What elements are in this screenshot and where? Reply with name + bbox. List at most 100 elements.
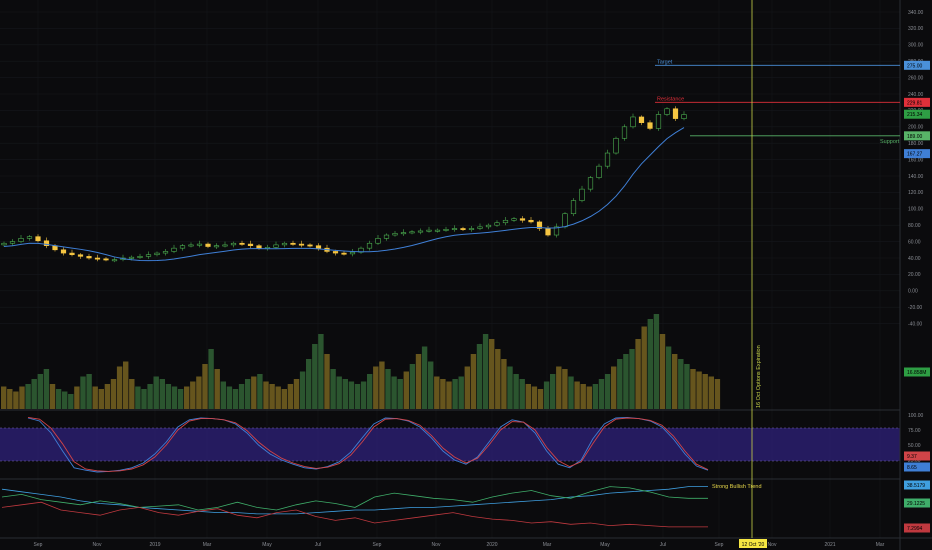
volume-bar [684, 364, 690, 409]
candle-body [494, 222, 500, 226]
level-target-badge-label: 275.00 [907, 63, 923, 69]
volume-bar [635, 339, 641, 409]
volume-bar [367, 374, 373, 409]
stochastic-lines [27, 416, 709, 473]
volume-bar [19, 386, 25, 409]
volume-bar [659, 334, 666, 409]
volume-bar [714, 379, 721, 409]
candle-body [128, 256, 135, 259]
candle-body [392, 233, 398, 236]
price-tick-label: 40.00 [908, 256, 921, 262]
candle-body [638, 116, 645, 123]
volume-bar [464, 366, 470, 409]
volume-bar [208, 349, 214, 409]
candle-body [468, 228, 475, 230]
candle-body [460, 228, 466, 230]
time-tick-label: Nov [93, 542, 102, 548]
volume-bar [342, 379, 348, 409]
candle-body [366, 242, 373, 249]
volume-bar [190, 381, 196, 409]
volume-bar [257, 374, 263, 409]
candle-body [349, 251, 356, 255]
candle-body [60, 249, 67, 254]
candle-body [9, 241, 16, 244]
level-resistance-badge-label: 229.81 [907, 100, 923, 106]
candle-body [672, 108, 679, 119]
minus-di-badge [904, 523, 930, 533]
volume-bar [482, 334, 489, 409]
trend-line-minusdi [1, 501, 708, 528]
volume-bar [421, 346, 428, 409]
moving-average [3, 127, 685, 262]
candle-body [451, 228, 458, 230]
price-tick-label: 180.00 [908, 141, 924, 147]
time-tick-label: Jul [315, 542, 321, 548]
time-tick-label: Nov [768, 542, 777, 548]
price-tick-label: 320.00 [908, 26, 924, 32]
volume-bar [13, 391, 19, 409]
stoch-k-badge [904, 462, 930, 472]
candle-body [86, 256, 92, 259]
candle-body [647, 122, 653, 129]
candle-body [409, 231, 415, 234]
volume-bar [556, 366, 562, 409]
trend-annotation: Strong Bullish Trend [712, 484, 762, 490]
volume-bar [653, 314, 660, 409]
candle-body [247, 243, 254, 246]
candle-body [111, 259, 118, 262]
time-tick-label: 2020 [486, 542, 497, 548]
volume-bar [86, 374, 92, 409]
price-tick-label: 120.00 [908, 190, 924, 196]
volume-bar [696, 371, 702, 409]
candle-body [426, 229, 432, 232]
volume-bar [458, 376, 464, 409]
time-tick-label: May [262, 542, 272, 548]
volume-bar [385, 369, 391, 409]
volume-bar [281, 389, 287, 409]
volume-bar [306, 359, 312, 409]
volume-bar [324, 354, 330, 409]
volume-bar [104, 384, 111, 409]
price-tick-label: 140.00 [908, 174, 924, 180]
level-label-support: Support [880, 139, 900, 145]
stoch-tick-label: 100.00 [908, 413, 924, 419]
candle-body [400, 232, 407, 235]
volume-bar [275, 386, 281, 409]
candle-body [103, 258, 109, 261]
candle-body [434, 229, 441, 232]
volume-bar [379, 361, 385, 409]
candle-body [681, 114, 687, 119]
moving-average-badge [904, 149, 930, 159]
volume-bar [312, 344, 318, 409]
volume-bar [330, 369, 336, 409]
volume-bar [525, 384, 531, 409]
levels: Target Resistance Support [655, 59, 900, 145]
stoch-line-k [27, 416, 709, 473]
volume-bar [507, 366, 513, 409]
volume-bar [592, 384, 599, 409]
level-support-badge-label: 189.00 [907, 134, 923, 140]
price-candles [1, 106, 687, 263]
candle-body [230, 242, 237, 246]
volume-bar [708, 376, 714, 409]
value-badges: 275.00 229.81 189.00 215.34 167.27 16.858M 9.3… [904, 60, 930, 533]
volume-bar [415, 354, 422, 409]
time-tick-label: Sep [373, 542, 382, 548]
candle-body [443, 229, 449, 231]
volume-bar [226, 386, 233, 409]
volume-bar [434, 376, 440, 409]
volume-bar [690, 369, 696, 409]
candle-body [273, 244, 279, 248]
volume-bar [598, 379, 605, 409]
volume-bar [318, 334, 324, 409]
candle-body [519, 218, 526, 221]
candle-body [196, 243, 203, 246]
candle-body [26, 236, 33, 239]
candle-body [587, 177, 594, 190]
price-tick-label: -20.00 [908, 305, 922, 311]
candle-body [298, 243, 305, 246]
price-tick-label: 260.00 [908, 75, 924, 81]
